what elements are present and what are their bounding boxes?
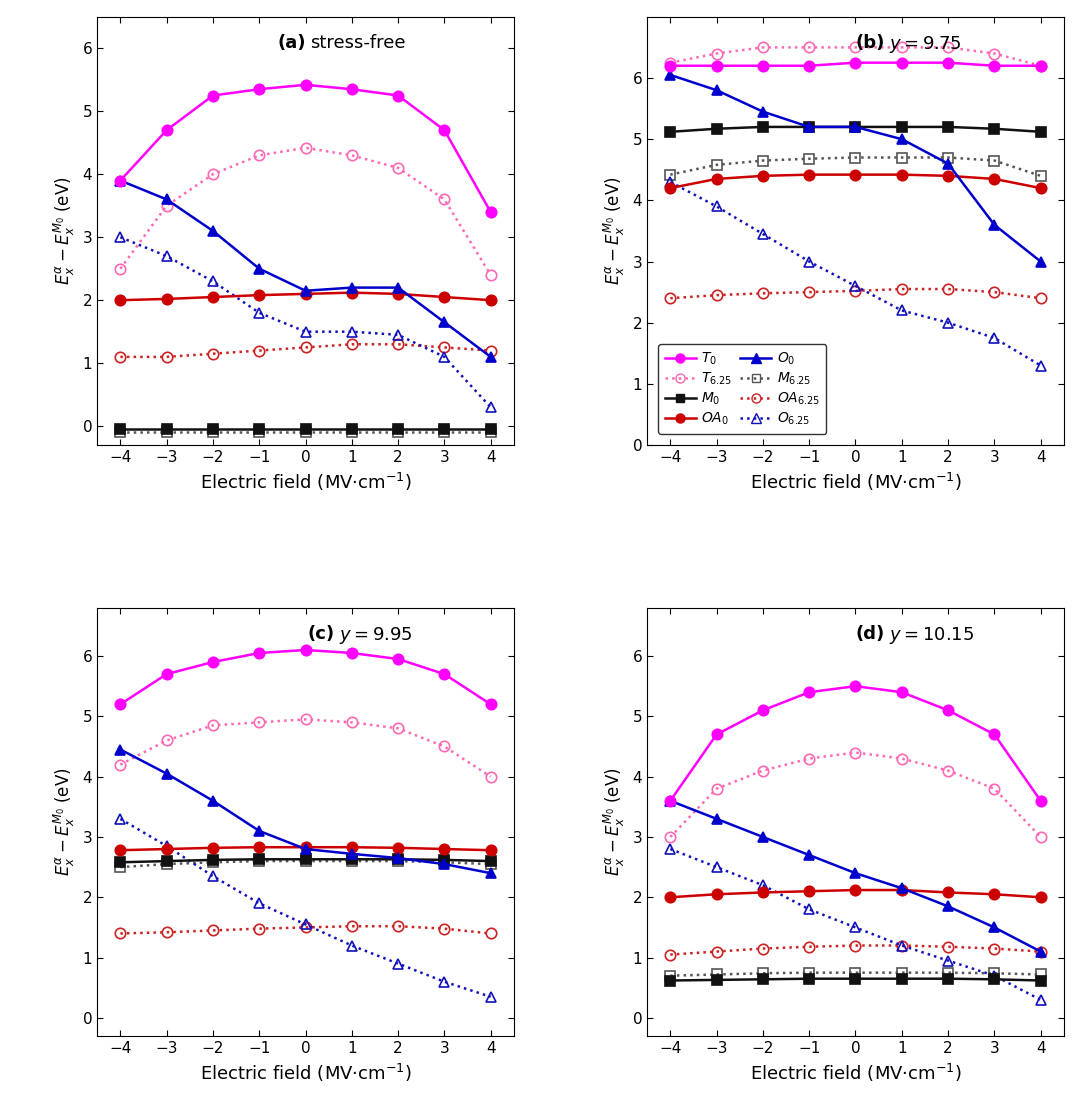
Text: $y=9.95$: $y=9.95$ bbox=[339, 625, 413, 646]
Y-axis label: $E_x^{\alpha}-E_x^{M_0}$ (eV): $E_x^{\alpha}-E_x^{M_0}$ (eV) bbox=[602, 177, 627, 286]
X-axis label: Electric field (MV$\cdot$cm$^{-1}$): Electric field (MV$\cdot$cm$^{-1}$) bbox=[200, 470, 411, 493]
Text: stress-free: stress-free bbox=[310, 34, 405, 52]
Legend: $T_0$, $T_{6.25}$, $M_0$, $OA_0$, $O_0$, $M_{6.25}$, $OA_{6.25}$, $O_{6.25}$: $T_0$, $T_{6.25}$, $M_0$, $OA_0$, $O_0$,… bbox=[659, 344, 826, 433]
Text: (a): (a) bbox=[276, 34, 306, 52]
Y-axis label: $E_x^{\alpha}-E_x^{M_0}$ (eV): $E_x^{\alpha}-E_x^{M_0}$ (eV) bbox=[602, 767, 627, 876]
Y-axis label: $E_x^{\alpha}-E_x^{M_0}$ (eV): $E_x^{\alpha}-E_x^{M_0}$ (eV) bbox=[52, 767, 77, 876]
X-axis label: Electric field (MV$\cdot$cm$^{-1}$): Electric field (MV$\cdot$cm$^{-1}$) bbox=[750, 1062, 961, 1083]
X-axis label: Electric field (MV$\cdot$cm$^{-1}$): Electric field (MV$\cdot$cm$^{-1}$) bbox=[750, 470, 961, 493]
Text: $y=10.15$: $y=10.15$ bbox=[889, 625, 974, 646]
X-axis label: Electric field (MV$\cdot$cm$^{-1}$): Electric field (MV$\cdot$cm$^{-1}$) bbox=[200, 1062, 411, 1083]
Text: (c): (c) bbox=[308, 625, 335, 643]
Y-axis label: $E_x^{\alpha}-E_x^{M_0}$ (eV): $E_x^{\alpha}-E_x^{M_0}$ (eV) bbox=[52, 177, 77, 286]
Text: $y=9.75$: $y=9.75$ bbox=[889, 34, 961, 55]
Text: (b): (b) bbox=[855, 34, 885, 52]
Text: (d): (d) bbox=[855, 625, 885, 643]
